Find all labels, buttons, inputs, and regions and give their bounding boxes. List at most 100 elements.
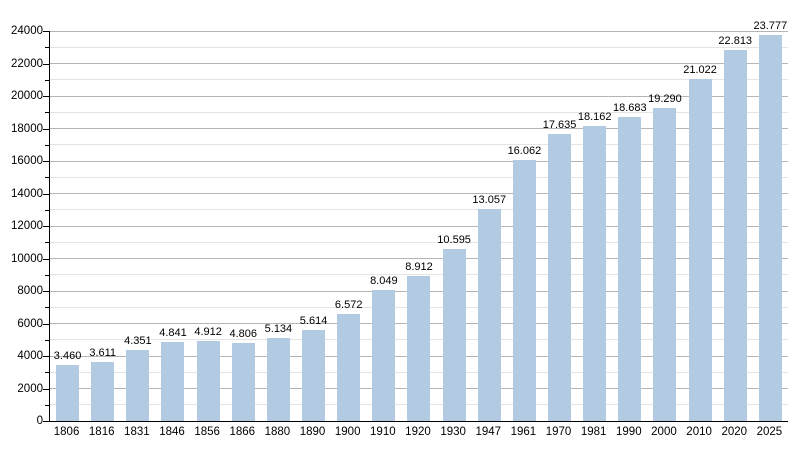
bar-slot: 18.162 [577, 31, 612, 421]
x-tick-label: 1981 [580, 426, 607, 438]
bar: 3.611 [89, 347, 116, 421]
y-tick-label: 0 [36, 415, 43, 427]
bar-slot: 21.022 [683, 31, 718, 421]
axis-tick [45, 112, 49, 114]
x-tick-label: 1880 [264, 426, 291, 438]
axis-tick [45, 209, 49, 211]
x-tick-label: 1890 [299, 426, 326, 438]
bar-value-label: 4.841 [159, 327, 187, 340]
gridline [50, 111, 788, 113]
bar-value-label: 4.912 [194, 326, 222, 339]
axis-tick [43, 161, 49, 162]
bar: 23.777 [754, 20, 787, 421]
axis-tick [45, 307, 49, 309]
gridline [50, 95, 788, 97]
bar-slot: 3.611 [85, 31, 120, 421]
gridline [50, 274, 788, 276]
x-tick-label: 1947 [475, 426, 502, 438]
bar-slot: 17.635 [542, 31, 577, 421]
bar: 8.049 [370, 275, 398, 421]
bar: 19.290 [648, 93, 682, 421]
axis-tick [43, 291, 49, 292]
bar-value-label: 23.777 [753, 19, 788, 32]
gridline [50, 144, 788, 146]
bar: 4.351 [124, 335, 152, 421]
bar: 5.134 [265, 323, 292, 421]
gridline [50, 209, 788, 211]
axis-tick [45, 404, 49, 406]
axis-tick [45, 339, 49, 341]
y-tick-label: 14000 [11, 187, 43, 200]
axis-tick [43, 226, 49, 227]
bar-slot: 18.683 [612, 31, 647, 421]
x-tick-label: 1900 [334, 426, 361, 438]
bar-slot: 8.912 [401, 31, 436, 421]
bar-slot: 22.813 [718, 31, 753, 421]
bar-slot: 16.062 [507, 31, 542, 421]
bar: 16.062 [508, 145, 541, 421]
x-axis-labels: 1806 1816 1831 1846 1856 1866 1880 1890 1900 1910… [49, 426, 787, 438]
axis-tick [43, 421, 49, 422]
bar-value-label: 5.134 [264, 322, 293, 335]
bar: 18.162 [578, 111, 612, 421]
axis-tick [43, 193, 49, 195]
bar: 3.460 [54, 350, 81, 421]
bar-value-label: 3.460 [53, 349, 82, 362]
bar-value-label: 18.162 [577, 110, 612, 123]
x-tick-label: 1920 [405, 426, 431, 438]
x-tick-label: 2010 [686, 426, 712, 438]
y-tick-label: 4000 [17, 350, 43, 362]
bar: 8.912 [405, 261, 433, 421]
bar: 10.595 [437, 234, 471, 421]
bar-value-label: 16.062 [507, 145, 542, 157]
bar: 5.614 [300, 315, 327, 421]
bar: 21.022 [683, 64, 717, 421]
bar-value-label: 19.290 [648, 92, 682, 105]
gridline [50, 176, 788, 178]
bar-value-label: 8.912 [405, 261, 433, 274]
bar-slot: 8.049 [366, 31, 401, 421]
axis-tick [45, 242, 49, 244]
bar-value-label: 3.611 [89, 347, 117, 360]
axis-tick [43, 258, 49, 260]
bar-value-label: 4.806 [229, 327, 258, 340]
bar-value-label: 21.022 [683, 64, 717, 77]
plot-area: 3.460 3.611 4.351 4.841 4.912 4.806 5.134 5.614… [49, 20, 788, 422]
x-tick-label: 2025 [756, 426, 783, 438]
y-tick-label: 24000 [11, 25, 43, 37]
bar-slot: 23.777 [753, 20, 788, 421]
y-tick-label: 12000 [11, 220, 43, 232]
gridline [50, 30, 788, 32]
y-tick-label: 10000 [11, 252, 43, 265]
bar: 4.806 [230, 328, 257, 421]
axis-tick [45, 274, 49, 276]
gridline [50, 46, 788, 48]
x-tick-label: 1910 [370, 426, 396, 438]
bar-slot: 4.806 [226, 31, 261, 421]
bar: 4.912 [194, 326, 222, 421]
gridline [50, 193, 788, 194]
axis-tick [45, 47, 49, 49]
bar-value-label: 6.572 [334, 299, 363, 312]
bar-slot: 5.614 [296, 31, 331, 421]
axis-tick [43, 388, 49, 390]
axis-tick [45, 144, 49, 146]
bar-value-label: 13.057 [472, 193, 507, 206]
bar-value-label: 18.683 [612, 102, 647, 115]
bar: 17.635 [543, 119, 576, 421]
bar: 18.683 [613, 102, 647, 421]
bar: 13.057 [472, 194, 506, 421]
x-tick-label: 2020 [721, 426, 748, 438]
bar-slot: 4.841 [155, 31, 190, 421]
bars-container: 3.460 3.611 4.351 4.841 4.912 4.806 5.134 5.614… [50, 20, 788, 421]
axis-tick [43, 63, 49, 65]
x-tick-label: 1866 [229, 426, 256, 438]
y-tick-label: 16000 [11, 155, 43, 167]
bar-slot: 6.572 [331, 31, 366, 421]
bar: 6.572 [335, 299, 362, 421]
bar-value-label: 10.595 [437, 233, 471, 246]
gridline [50, 79, 788, 81]
y-tick-label: 2000 [17, 382, 43, 395]
axis-tick [43, 31, 49, 32]
